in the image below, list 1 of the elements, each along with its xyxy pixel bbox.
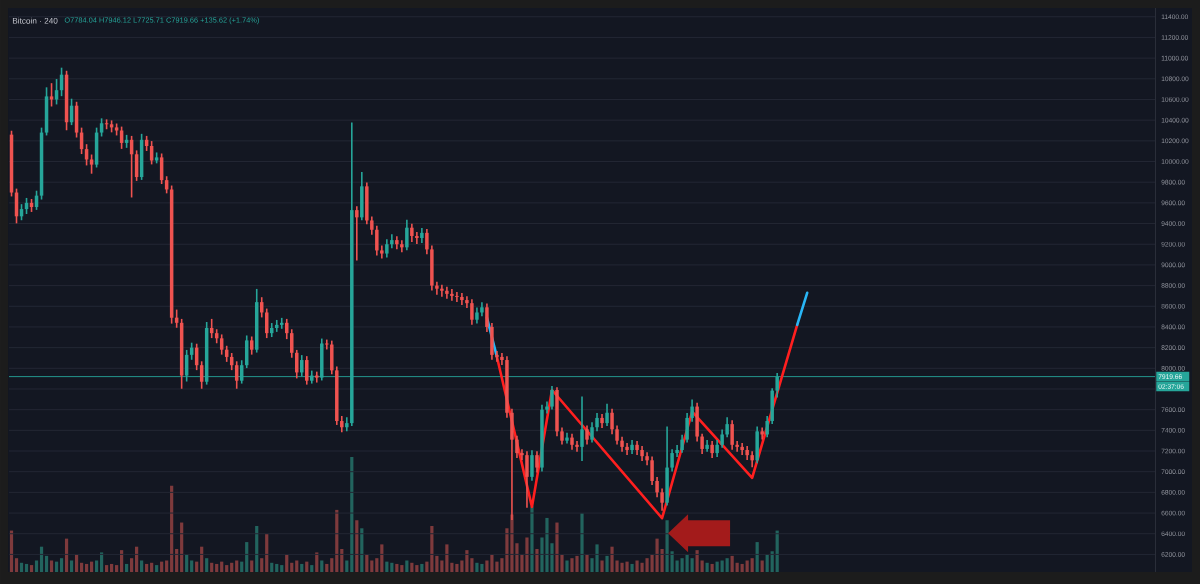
- text: Bitcoin · 240: [12, 17, 58, 24]
